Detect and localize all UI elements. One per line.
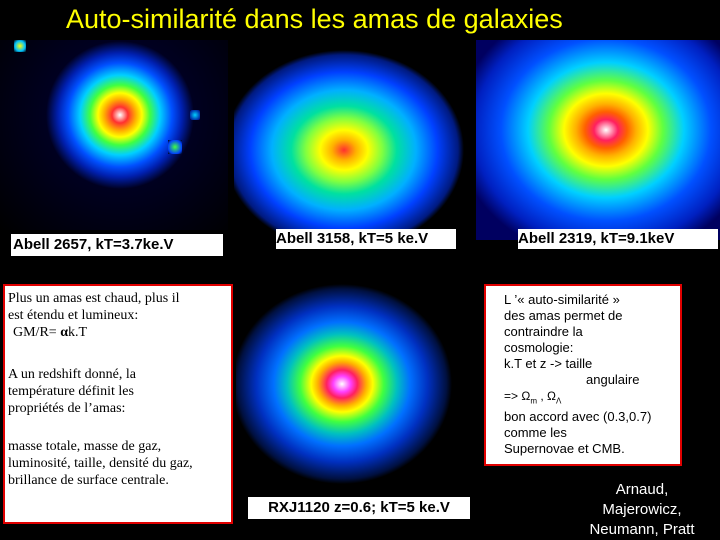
right-line: contraindre la [504, 324, 583, 339]
omega-line: => Ωm , ΩΛ [504, 389, 562, 406]
para-properties: masse totale, masse de gaz, luminosité, … [8, 438, 193, 489]
para-redshift: A un redshift donné, la température défi… [8, 366, 136, 417]
omega-lambda-sub: Λ [556, 396, 562, 406]
omega-prefix: => [504, 389, 519, 403]
cluster-image-abell-2319 [476, 40, 720, 240]
caption-abell-3158: Abell 3158, kT=5 ke.V [276, 229, 456, 249]
omega-m-symbol: Ω [521, 389, 531, 403]
cluster-image-abell-3158 [234, 40, 472, 240]
omega-m-sub: m [530, 396, 538, 406]
alpha-symbol: α [60, 325, 69, 340]
right-line: des amas permet de [504, 308, 623, 323]
para2-line: propriétés de l’amas: [8, 401, 126, 416]
right-line-indented: angulaire [586, 372, 640, 387]
para3-line: luminosité, taille, densité du gaz, [8, 456, 193, 471]
formula-prefix: GM/R= [13, 325, 57, 340]
caption-rxj1120: RXJ1120 z=0.6; kT=5 ke.V [248, 497, 470, 519]
right-line: cosmologie: [504, 340, 574, 355]
right-line: k.T et z -> taille [504, 356, 593, 371]
right-text-box: L ’« auto-similarité » des amas permet d… [484, 284, 682, 466]
self-similarity-text: L ’« auto-similarité » des amas permet d… [504, 292, 674, 457]
cluster-image-rxj1120 [236, 274, 480, 500]
caption-abell-2319: Abell 2319, kT=9.1keV [518, 229, 718, 249]
para3-line: masse totale, masse de gaz, [8, 439, 162, 454]
cluster-image-abell-2657 [0, 40, 228, 230]
author-line: Majerowicz, [602, 501, 682, 518]
left-text-box: Plus un amas est chaud, plus il est éten… [3, 284, 233, 524]
para2-line: A un redshift donné, la [8, 367, 136, 382]
omega-lambda-symbol: Ω [547, 389, 557, 403]
caption-abell-2657: Abell 2657, kT=3.7ke.V [11, 234, 223, 256]
author-line: Neumann, Pratt [589, 521, 695, 538]
para1-line: Plus un amas est chaud, plus il [8, 291, 180, 306]
authors-credit: Arnaud, Majerowicz, Neumann, Pratt [574, 480, 710, 540]
right-line: bon accord avec (0.3,0.7) [504, 409, 652, 425]
formula-line: GM/R= αk.T [8, 324, 180, 341]
right-line: L ’« auto-similarité » [504, 292, 620, 307]
para2-line: température définit les [8, 384, 134, 399]
slide-title: Auto-similarité dans les amas de galaxie… [66, 4, 563, 34]
para3-line: brillance de surface centrale. [8, 473, 169, 488]
para1-line: est étendu et lumineux: [8, 308, 139, 323]
para-hot-clusters: Plus un amas est chaud, plus il est éten… [8, 290, 180, 341]
author-line: Arnaud, [615, 481, 669, 498]
right-line: Supernovae et CMB. [504, 441, 625, 457]
formula-suffix: k.T [68, 325, 88, 340]
right-line: comme les [504, 425, 567, 441]
